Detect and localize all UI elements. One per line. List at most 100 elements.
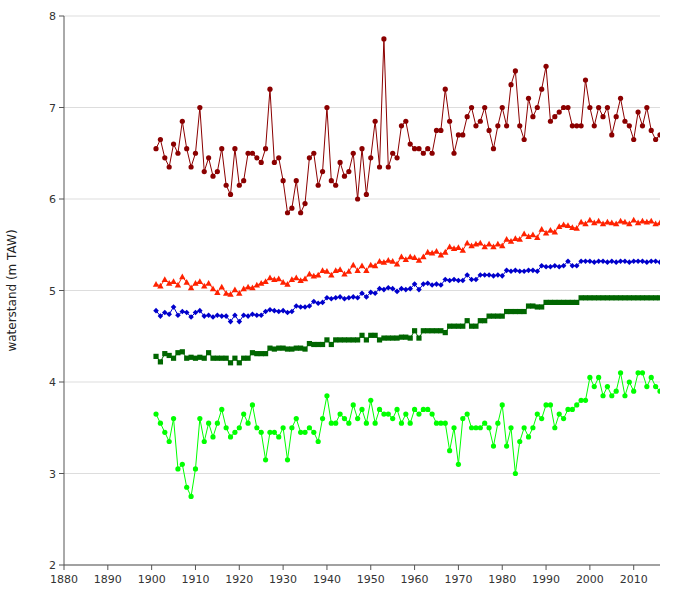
point bbox=[552, 114, 557, 119]
point bbox=[433, 248, 439, 254]
point bbox=[447, 278, 453, 284]
point bbox=[306, 271, 312, 277]
point bbox=[390, 416, 395, 421]
point bbox=[535, 411, 540, 416]
point bbox=[180, 119, 185, 124]
point bbox=[434, 281, 440, 287]
point bbox=[522, 137, 527, 142]
point bbox=[197, 105, 202, 110]
point bbox=[201, 313, 207, 319]
point bbox=[245, 421, 250, 426]
point bbox=[350, 262, 356, 268]
point bbox=[342, 296, 348, 302]
point bbox=[219, 407, 224, 412]
point bbox=[175, 151, 180, 156]
point bbox=[167, 164, 172, 169]
point bbox=[446, 243, 452, 249]
point bbox=[232, 356, 237, 361]
point bbox=[386, 411, 391, 416]
point bbox=[605, 259, 611, 265]
point bbox=[522, 309, 527, 314]
point bbox=[561, 263, 567, 269]
point bbox=[442, 277, 448, 283]
point bbox=[561, 416, 566, 421]
point bbox=[495, 123, 500, 128]
point bbox=[311, 430, 316, 435]
point bbox=[504, 443, 509, 448]
point bbox=[534, 234, 540, 240]
point bbox=[193, 151, 198, 156]
point bbox=[587, 105, 592, 110]
y-tick bbox=[59, 382, 64, 383]
point bbox=[153, 354, 158, 359]
point bbox=[530, 114, 535, 119]
point bbox=[622, 219, 628, 225]
point bbox=[416, 146, 421, 151]
point bbox=[547, 227, 553, 233]
point bbox=[315, 301, 321, 307]
point bbox=[399, 421, 404, 426]
point bbox=[263, 146, 268, 151]
y-tick-label: 6 bbox=[49, 193, 56, 206]
y-tick bbox=[59, 565, 64, 566]
y-axis-label: waterstand (m TAW) bbox=[5, 229, 19, 351]
x-tick-label: 1990 bbox=[532, 573, 560, 586]
point bbox=[311, 273, 317, 279]
point bbox=[442, 249, 448, 255]
point bbox=[412, 407, 417, 412]
x-tick bbox=[326, 565, 327, 570]
point bbox=[548, 264, 554, 270]
point bbox=[355, 196, 360, 201]
point bbox=[600, 393, 605, 398]
point bbox=[359, 263, 365, 269]
point bbox=[210, 434, 215, 439]
point bbox=[232, 286, 238, 292]
grid-line bbox=[64, 199, 660, 200]
series-line bbox=[156, 261, 660, 321]
point bbox=[363, 267, 369, 273]
point bbox=[215, 312, 221, 318]
point bbox=[635, 109, 640, 114]
x-tick bbox=[151, 565, 152, 570]
y-tick-label: 4 bbox=[49, 376, 56, 389]
point bbox=[657, 259, 660, 265]
x-tick-label: 1960 bbox=[401, 573, 429, 586]
point bbox=[640, 370, 645, 375]
point bbox=[224, 356, 229, 361]
point bbox=[473, 123, 478, 128]
series bbox=[153, 36, 660, 215]
point bbox=[320, 416, 325, 421]
point bbox=[276, 309, 282, 315]
point bbox=[482, 421, 487, 426]
point bbox=[241, 178, 246, 183]
point bbox=[302, 430, 307, 435]
x-tick bbox=[589, 565, 590, 570]
point bbox=[539, 304, 544, 309]
point bbox=[320, 342, 325, 347]
y-tick-label: 8 bbox=[49, 10, 56, 23]
point bbox=[158, 137, 163, 142]
point bbox=[425, 146, 430, 151]
point bbox=[408, 142, 413, 147]
y-tick bbox=[59, 199, 64, 200]
point bbox=[552, 425, 557, 430]
point bbox=[416, 335, 421, 340]
point bbox=[456, 462, 461, 467]
point bbox=[609, 132, 614, 137]
point bbox=[425, 407, 430, 412]
grid-line bbox=[64, 382, 660, 383]
point bbox=[302, 346, 307, 351]
point bbox=[486, 425, 491, 430]
point bbox=[281, 425, 286, 430]
point bbox=[355, 295, 361, 301]
point bbox=[153, 281, 159, 287]
y-tick-label: 7 bbox=[49, 102, 56, 115]
point bbox=[631, 389, 636, 394]
point bbox=[232, 430, 237, 435]
point bbox=[219, 146, 224, 151]
point bbox=[263, 457, 268, 462]
point bbox=[605, 384, 610, 389]
point bbox=[359, 290, 365, 296]
point bbox=[478, 119, 483, 124]
point bbox=[355, 337, 360, 342]
